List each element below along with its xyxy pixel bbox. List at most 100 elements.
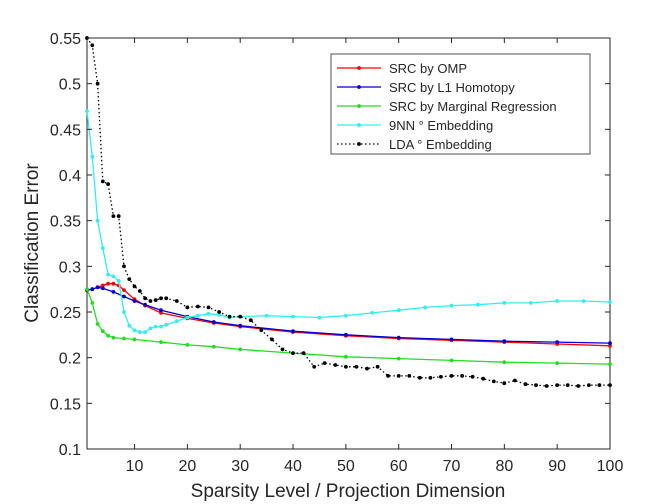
data-point: [90, 43, 95, 48]
data-point: [528, 301, 533, 305]
data-point: [95, 218, 100, 223]
data-point: [90, 287, 95, 292]
legend-item: LDA ° Embedding: [337, 137, 492, 152]
y-tick-label: 0.45: [50, 122, 81, 139]
data-point: [608, 341, 612, 345]
y-tick-label: 0.2: [59, 351, 81, 368]
data-point: [164, 322, 169, 327]
data-point: [407, 374, 412, 378]
data-point: [143, 296, 148, 301]
data-point: [375, 364, 380, 369]
data-point: [132, 299, 137, 303]
data-point: [153, 298, 158, 302]
data-point: [386, 374, 390, 378]
data-point: [565, 383, 570, 387]
data-point: [248, 318, 253, 323]
data-point: [185, 315, 190, 320]
x-tick-label: 70: [443, 458, 461, 475]
data-point: [555, 299, 560, 303]
data-point: [106, 281, 110, 286]
data-point: [322, 361, 327, 365]
data-point: [513, 378, 517, 383]
series-4: [85, 36, 612, 388]
data-point: [555, 383, 560, 387]
series-line: [86, 37, 610, 387]
data-point: [460, 374, 464, 378]
data-point: [344, 364, 348, 369]
data-point: [396, 308, 401, 313]
data-point: [111, 281, 116, 286]
data-point: [555, 340, 560, 344]
data-point: [354, 364, 359, 369]
data-point: [238, 314, 243, 319]
data-point: [122, 264, 126, 269]
legend-label: 9NN ° Embedding: [389, 118, 493, 133]
data-point: [111, 274, 116, 279]
data-point: [502, 339, 507, 344]
data-point: [206, 311, 211, 316]
legend-marker: [357, 85, 361, 89]
data-point: [85, 109, 89, 113]
data-point: [597, 383, 602, 387]
data-point: [534, 383, 538, 387]
data-point: [491, 379, 496, 384]
legend-marker: [357, 66, 361, 70]
y-tick-label: 0.25: [50, 305, 81, 322]
data-point: [227, 314, 232, 319]
data-point: [449, 337, 454, 342]
x-tick-label: 10: [126, 458, 144, 475]
data-point: [396, 374, 401, 378]
data-point: [502, 381, 507, 386]
data-point: [317, 315, 322, 320]
data-point: [587, 383, 591, 387]
data-point: [100, 246, 105, 251]
data-point: [449, 303, 454, 308]
data-point: [153, 324, 158, 329]
x-tick-label: 20: [178, 458, 196, 475]
y-tick-label: 0.15: [50, 396, 81, 413]
data-point: [502, 301, 507, 305]
y-tick-label: 0.3: [59, 259, 81, 276]
series-layer: [85, 36, 612, 388]
data-point: [159, 311, 163, 315]
data-point: [428, 375, 433, 380]
data-point: [90, 301, 95, 305]
data-point: [100, 179, 105, 184]
data-point: [608, 343, 612, 348]
data-point: [365, 366, 369, 371]
data-point: [301, 351, 306, 355]
data-point: [211, 320, 216, 324]
data-point: [370, 311, 375, 315]
data-point: [206, 305, 211, 310]
data-point: [608, 300, 612, 304]
data-point: [90, 154, 95, 159]
x-tick-label: 30: [231, 458, 249, 475]
legend-label: LDA ° Embedding: [389, 137, 492, 152]
data-point: [122, 288, 126, 292]
data-point: [291, 329, 295, 334]
legend-marker: [357, 142, 361, 146]
y-tick-label: 0.1: [59, 442, 81, 459]
data-point: [291, 314, 295, 319]
data-point: [122, 336, 126, 341]
data-point: [127, 323, 132, 328]
data-point: [159, 296, 163, 301]
legend: SRC by OMP SRC by L1 Homotopy SRC by Margi…: [330, 53, 591, 155]
data-point: [137, 289, 142, 293]
data-point: [174, 299, 179, 303]
data-point: [217, 310, 222, 314]
data-point: [116, 279, 121, 283]
data-point: [291, 351, 295, 355]
legend-item: 9NN ° Embedding: [337, 118, 493, 133]
data-point: [449, 358, 454, 363]
legend-item: SRC by L1 Homotopy: [337, 80, 515, 95]
axis-ticks: 10 20 30 40 50 60 70 80 90 100 0.1 0.15 0.2 0.25 0.3 0.…: [50, 31, 624, 475]
legend-label: SRC by OMP: [389, 61, 467, 76]
legend-item: SRC by Marginal Regression: [337, 99, 557, 114]
data-point: [502, 360, 507, 365]
data-point: [159, 308, 163, 313]
y-tick-label: 0.4: [59, 168, 81, 185]
data-point: [148, 299, 153, 303]
data-point: [238, 347, 243, 352]
